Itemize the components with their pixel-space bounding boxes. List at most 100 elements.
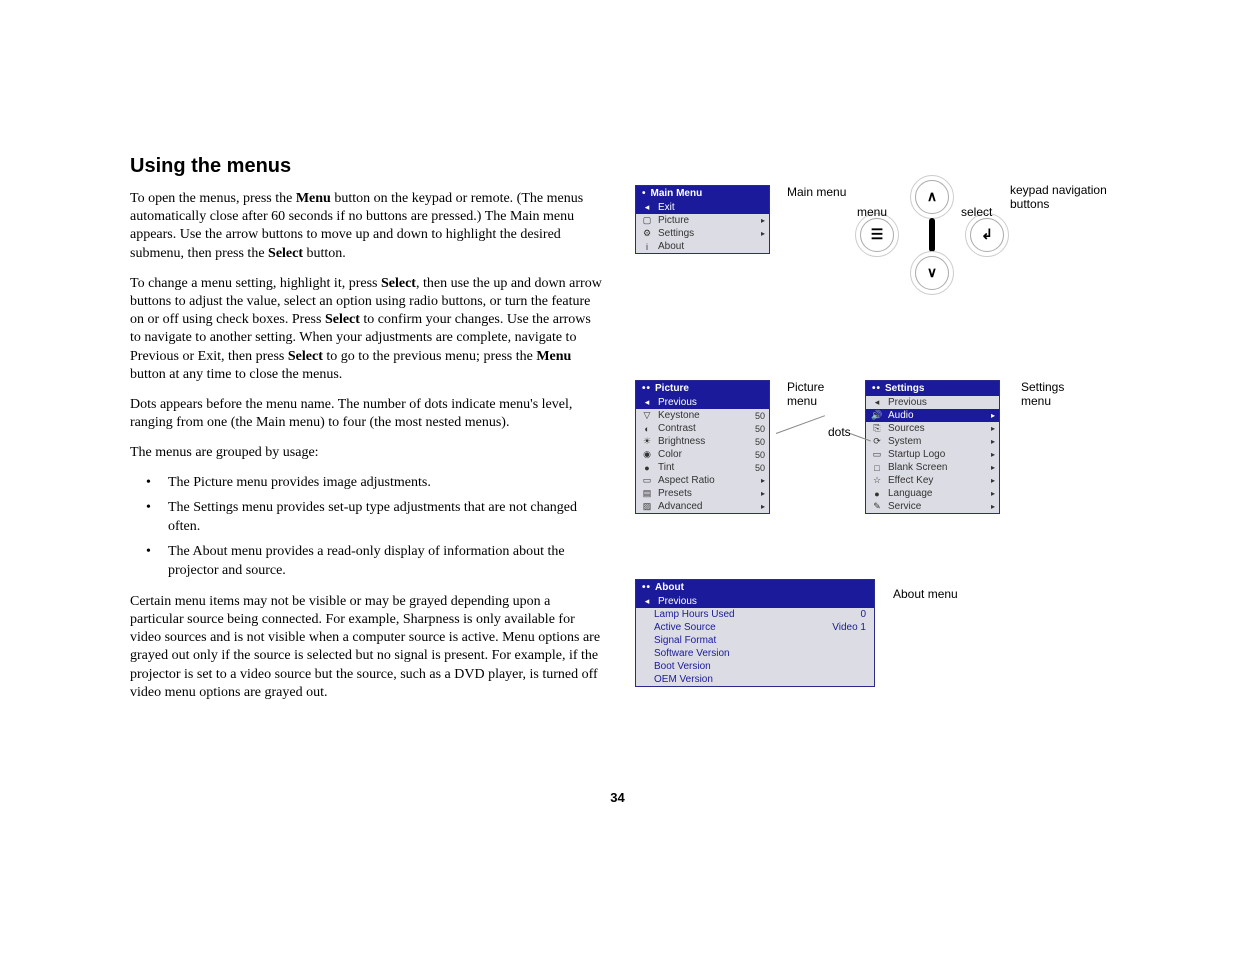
about-label: Active Source xyxy=(654,622,832,633)
row-label: Picture xyxy=(654,215,755,226)
menu-row: ⎘Sources▸ xyxy=(866,422,999,435)
picture-menu-box: ••Picture ◂Previous▽Keystone50◐Contrast5… xyxy=(635,380,770,514)
about-menu-box: ••About ◂ Previous Lamp Hours Used0 Activ… xyxy=(635,579,875,687)
annot-keypad: keypad navigation buttons xyxy=(1010,183,1110,211)
para-5: Certain menu items may not be visible or… xyxy=(130,593,605,702)
row-icon: ▭ xyxy=(640,475,654,486)
row-label: Tint xyxy=(654,462,745,473)
para-3: Dots appears before the menu name. The n… xyxy=(130,396,605,432)
text: To change a menu setting, highlight it, … xyxy=(130,276,381,291)
annot-menu-btn: menu xyxy=(857,205,887,219)
about-label: Lamp Hours Used xyxy=(654,609,860,620)
back-icon: ◂ xyxy=(640,596,654,607)
row-value: 50 xyxy=(745,411,765,421)
row-label: Previous xyxy=(884,397,995,408)
text: To open the menus, press the xyxy=(130,191,296,206)
about-label: Signal Format xyxy=(654,635,866,646)
row-icon: ⟳ xyxy=(870,436,884,447)
row-icon: ⚙ xyxy=(640,228,654,239)
row-icon: ▢ xyxy=(640,215,654,226)
menu-row: ▨Advanced▸ xyxy=(636,500,769,513)
menu-row: ◐Contrast50 xyxy=(636,422,769,435)
para-1: To open the menus, press the Menu button… xyxy=(130,190,605,263)
menu-row: ✎Service▸ xyxy=(866,500,999,513)
menu-title: ••About xyxy=(636,580,874,595)
row-label: About xyxy=(654,241,765,252)
submenu-arrow-icon: ▸ xyxy=(755,229,765,238)
row-icon: ▽ xyxy=(640,410,654,421)
keypad-stem xyxy=(929,218,935,252)
page-number: 34 xyxy=(0,790,1235,805)
menu-row: ●Language▸ xyxy=(866,487,999,500)
row-icon: ◉ xyxy=(640,449,654,460)
text: to go to the previous menu; press the xyxy=(323,349,536,364)
heading: Using the menus xyxy=(130,155,605,178)
bold: Select xyxy=(288,349,323,364)
menu-title: • Main Menu xyxy=(636,186,769,201)
row-label: Audio xyxy=(884,410,985,421)
row-icon: ● xyxy=(640,463,654,473)
about-row: OEM Version xyxy=(636,673,874,686)
menu-row: ☀Brightness50 xyxy=(636,435,769,448)
annot-main: Main menu xyxy=(787,185,846,199)
row-label: System xyxy=(884,436,985,447)
row-label: Advanced xyxy=(654,501,755,512)
menu-row: ▭Aspect Ratio▸ xyxy=(636,474,769,487)
row-label: Effect Key xyxy=(884,475,985,486)
about-label: Boot Version xyxy=(654,661,866,672)
row-value: 50 xyxy=(745,450,765,460)
row-icon: ◂ xyxy=(640,397,654,408)
dots-icon: • xyxy=(642,188,647,199)
submenu-arrow-icon: ▸ xyxy=(985,489,995,498)
row-icon: ⎘ xyxy=(870,423,884,434)
row-label: Sources xyxy=(884,423,985,434)
bold: Select xyxy=(268,246,303,261)
menu-row: ◂Previous xyxy=(636,396,769,409)
row-label: Service xyxy=(884,501,985,512)
row-label: Settings xyxy=(654,228,755,239)
menu-row: ⚙Settings▸ xyxy=(636,227,769,240)
row-label: Previous xyxy=(654,397,765,408)
settings-menu-box: ••Settings ◂Previous🔊Audio▸⎘Sources▸⟳Sys… xyxy=(865,380,1000,514)
menu-row: ▽Keystone50 xyxy=(636,409,769,422)
select-button: ↲ xyxy=(970,218,1004,252)
row-label: Exit xyxy=(654,202,765,213)
select-icon: ↲ xyxy=(981,227,993,244)
submenu-arrow-icon: ▸ xyxy=(755,216,765,225)
bold: Menu xyxy=(296,191,331,206)
annot-dots: dots xyxy=(828,425,851,439)
down-icon: ∨ xyxy=(927,265,937,282)
menu-row: □Blank Screen▸ xyxy=(866,461,999,474)
row-icon: ● xyxy=(870,489,884,499)
bold: Menu xyxy=(536,349,571,364)
submenu-arrow-icon: ▸ xyxy=(755,502,765,511)
row-icon: ◂ xyxy=(640,202,654,213)
submenu-arrow-icon: ▸ xyxy=(985,463,995,472)
submenu-arrow-icon: ▸ xyxy=(985,437,995,446)
annot-picture: Picture menu xyxy=(787,380,847,408)
row-icon: ◂ xyxy=(870,397,884,408)
leader-line xyxy=(776,415,825,434)
up-button: ∧ xyxy=(915,180,949,214)
submenu-arrow-icon: ▸ xyxy=(985,502,995,511)
row-label: Blank Screen xyxy=(884,462,985,473)
main-menu-box: •Main Menu ◂Exit▢Picture▸⚙Settings▸iAbou… xyxy=(635,185,770,254)
row-icon: i xyxy=(640,242,654,252)
bold: Select xyxy=(325,312,360,327)
label: Previous xyxy=(654,596,870,607)
about-value: 0 xyxy=(860,609,866,620)
row-icon: ☆ xyxy=(870,475,884,486)
row-icon: 🔊 xyxy=(870,410,884,421)
row-label: Startup Logo xyxy=(884,449,985,460)
row-icon: ▤ xyxy=(640,488,654,499)
menu-row: ◂Previous xyxy=(866,396,999,409)
dots-icon: •• xyxy=(872,383,881,394)
title-text: Settings xyxy=(885,383,924,394)
menu-row: ⟳System▸ xyxy=(866,435,999,448)
about-label: OEM Version xyxy=(654,674,866,685)
row-value: 50 xyxy=(745,424,765,434)
menu-row: ◉Color50 xyxy=(636,448,769,461)
title-text: Main Menu xyxy=(651,188,703,199)
row-label: Contrast xyxy=(654,423,745,434)
row-label: Color xyxy=(654,449,745,460)
